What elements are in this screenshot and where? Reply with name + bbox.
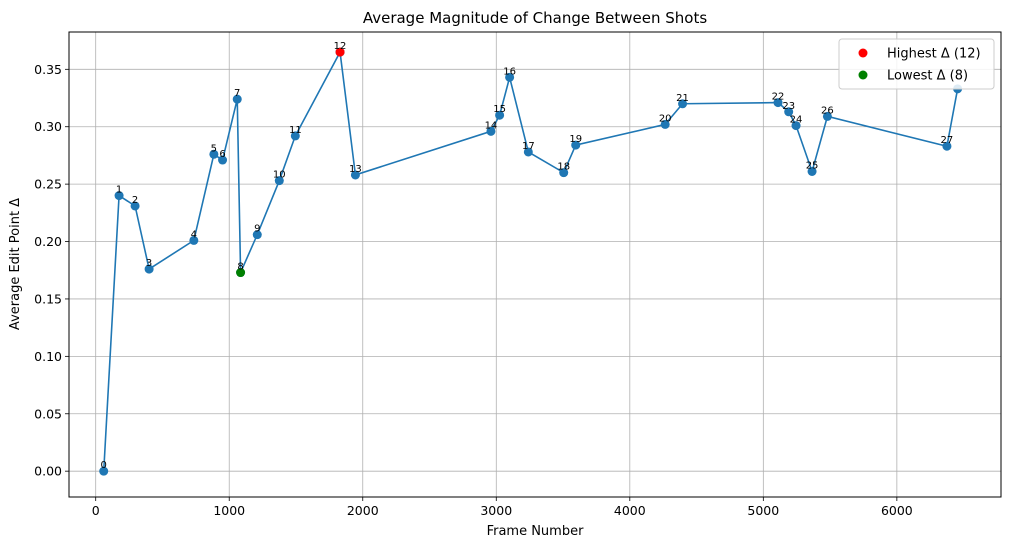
highlight-highest-point — [335, 47, 345, 57]
point-label: 21 — [676, 93, 689, 104]
point-label: 17 — [522, 141, 535, 152]
series-layer — [99, 47, 963, 476]
point-label: 8 — [237, 262, 243, 273]
chart-title: Average Magnitude of Change Between Shot… — [363, 9, 708, 27]
data-point — [559, 168, 569, 178]
legend-marker-lowest — [858, 70, 868, 80]
legend-label-highest: Highest Δ (12) — [887, 47, 981, 62]
data-point — [209, 149, 219, 159]
data-point — [678, 99, 688, 109]
point-label: 12 — [334, 41, 347, 52]
legend-marker-highest — [858, 48, 868, 58]
data-point — [130, 201, 140, 211]
point-label: 13 — [349, 164, 362, 175]
data-point — [290, 131, 300, 141]
point-label: 6 — [219, 149, 225, 160]
point-label: 19 — [569, 134, 582, 145]
point-label: 5 — [211, 143, 217, 154]
legend: Highest Δ (12) Lowest Δ (8) — [838, 38, 995, 90]
point-label: 11 — [289, 125, 302, 136]
data-point — [274, 176, 284, 186]
point-label: 9 — [254, 224, 260, 235]
point-label: 1 — [116, 185, 122, 196]
x-tick-label: 3000 — [480, 503, 512, 518]
data-point — [523, 147, 533, 157]
point-label: 20 — [659, 113, 672, 124]
point-label: 3 — [146, 258, 152, 269]
point-label: 2 — [132, 195, 138, 206]
x-tick-label: 5000 — [747, 503, 779, 518]
grid — [69, 32, 1001, 497]
data-point — [232, 94, 242, 104]
data-point — [660, 119, 670, 129]
point-label: 27 — [941, 135, 954, 146]
x-axis-ticks: 0 1000 2000 3000 4000 5000 6000 — [92, 497, 913, 518]
data-point — [942, 141, 952, 151]
y-tick-label: 0.20 — [34, 234, 62, 249]
data-point — [350, 170, 360, 180]
x-tick-label: 6000 — [881, 503, 913, 518]
data-point — [486, 126, 496, 136]
legend-label-lowest: Lowest Δ (8) — [887, 69, 968, 84]
data-point — [218, 155, 228, 165]
data-point — [822, 111, 832, 121]
y-tick-label: 0.25 — [34, 177, 62, 192]
data-point — [99, 466, 109, 476]
y-axis-ticks: 0.00 0.05 0.10 0.15 0.20 0.25 0.30 0.35 — [34, 62, 69, 479]
data-point — [114, 191, 124, 201]
point-label: 4 — [191, 229, 197, 240]
y-tick-label: 0.15 — [34, 291, 62, 306]
x-tick-label: 1000 — [213, 503, 245, 518]
highlight-lowest-point — [236, 268, 246, 278]
y-tick-label: 0.00 — [34, 464, 62, 479]
point-label: 14 — [485, 120, 498, 131]
plot-frame — [68, 31, 1002, 498]
y-tick-label: 0.30 — [34, 119, 62, 134]
point-label: 23 — [782, 101, 795, 112]
data-point — [784, 107, 794, 117]
data-point — [252, 230, 262, 240]
point-label: 26 — [821, 105, 834, 116]
data-point — [773, 98, 783, 108]
data-point — [791, 121, 801, 131]
y-axis-title: Average Edit Point Δ — [8, 198, 23, 330]
y-tick-label: 0.10 — [34, 349, 62, 364]
data-point — [189, 235, 199, 245]
data-point — [144, 264, 154, 274]
data-point — [505, 72, 515, 82]
data-point — [495, 110, 505, 120]
y-tick-label: 0.35 — [34, 62, 62, 77]
x-tick-label: 2000 — [347, 503, 379, 518]
point-label: 16 — [503, 66, 516, 77]
point-label: 0 — [101, 460, 107, 471]
point-label: 18 — [557, 162, 570, 173]
point-label: 15 — [493, 104, 506, 115]
x-tick-label: 0 — [92, 503, 100, 518]
y-tick-label: 0.05 — [34, 406, 62, 421]
point-label: 10 — [273, 170, 286, 181]
data-point — [807, 167, 817, 176]
point-label: 7 — [234, 88, 240, 99]
point-label: 22 — [772, 92, 785, 103]
x-axis-title: Frame Number — [487, 524, 585, 539]
data-point — [571, 140, 581, 150]
legend-box — [838, 38, 995, 90]
x-tick-label: 4000 — [614, 503, 646, 518]
point-label: 24 — [790, 115, 803, 126]
point-label: 25 — [806, 161, 819, 172]
